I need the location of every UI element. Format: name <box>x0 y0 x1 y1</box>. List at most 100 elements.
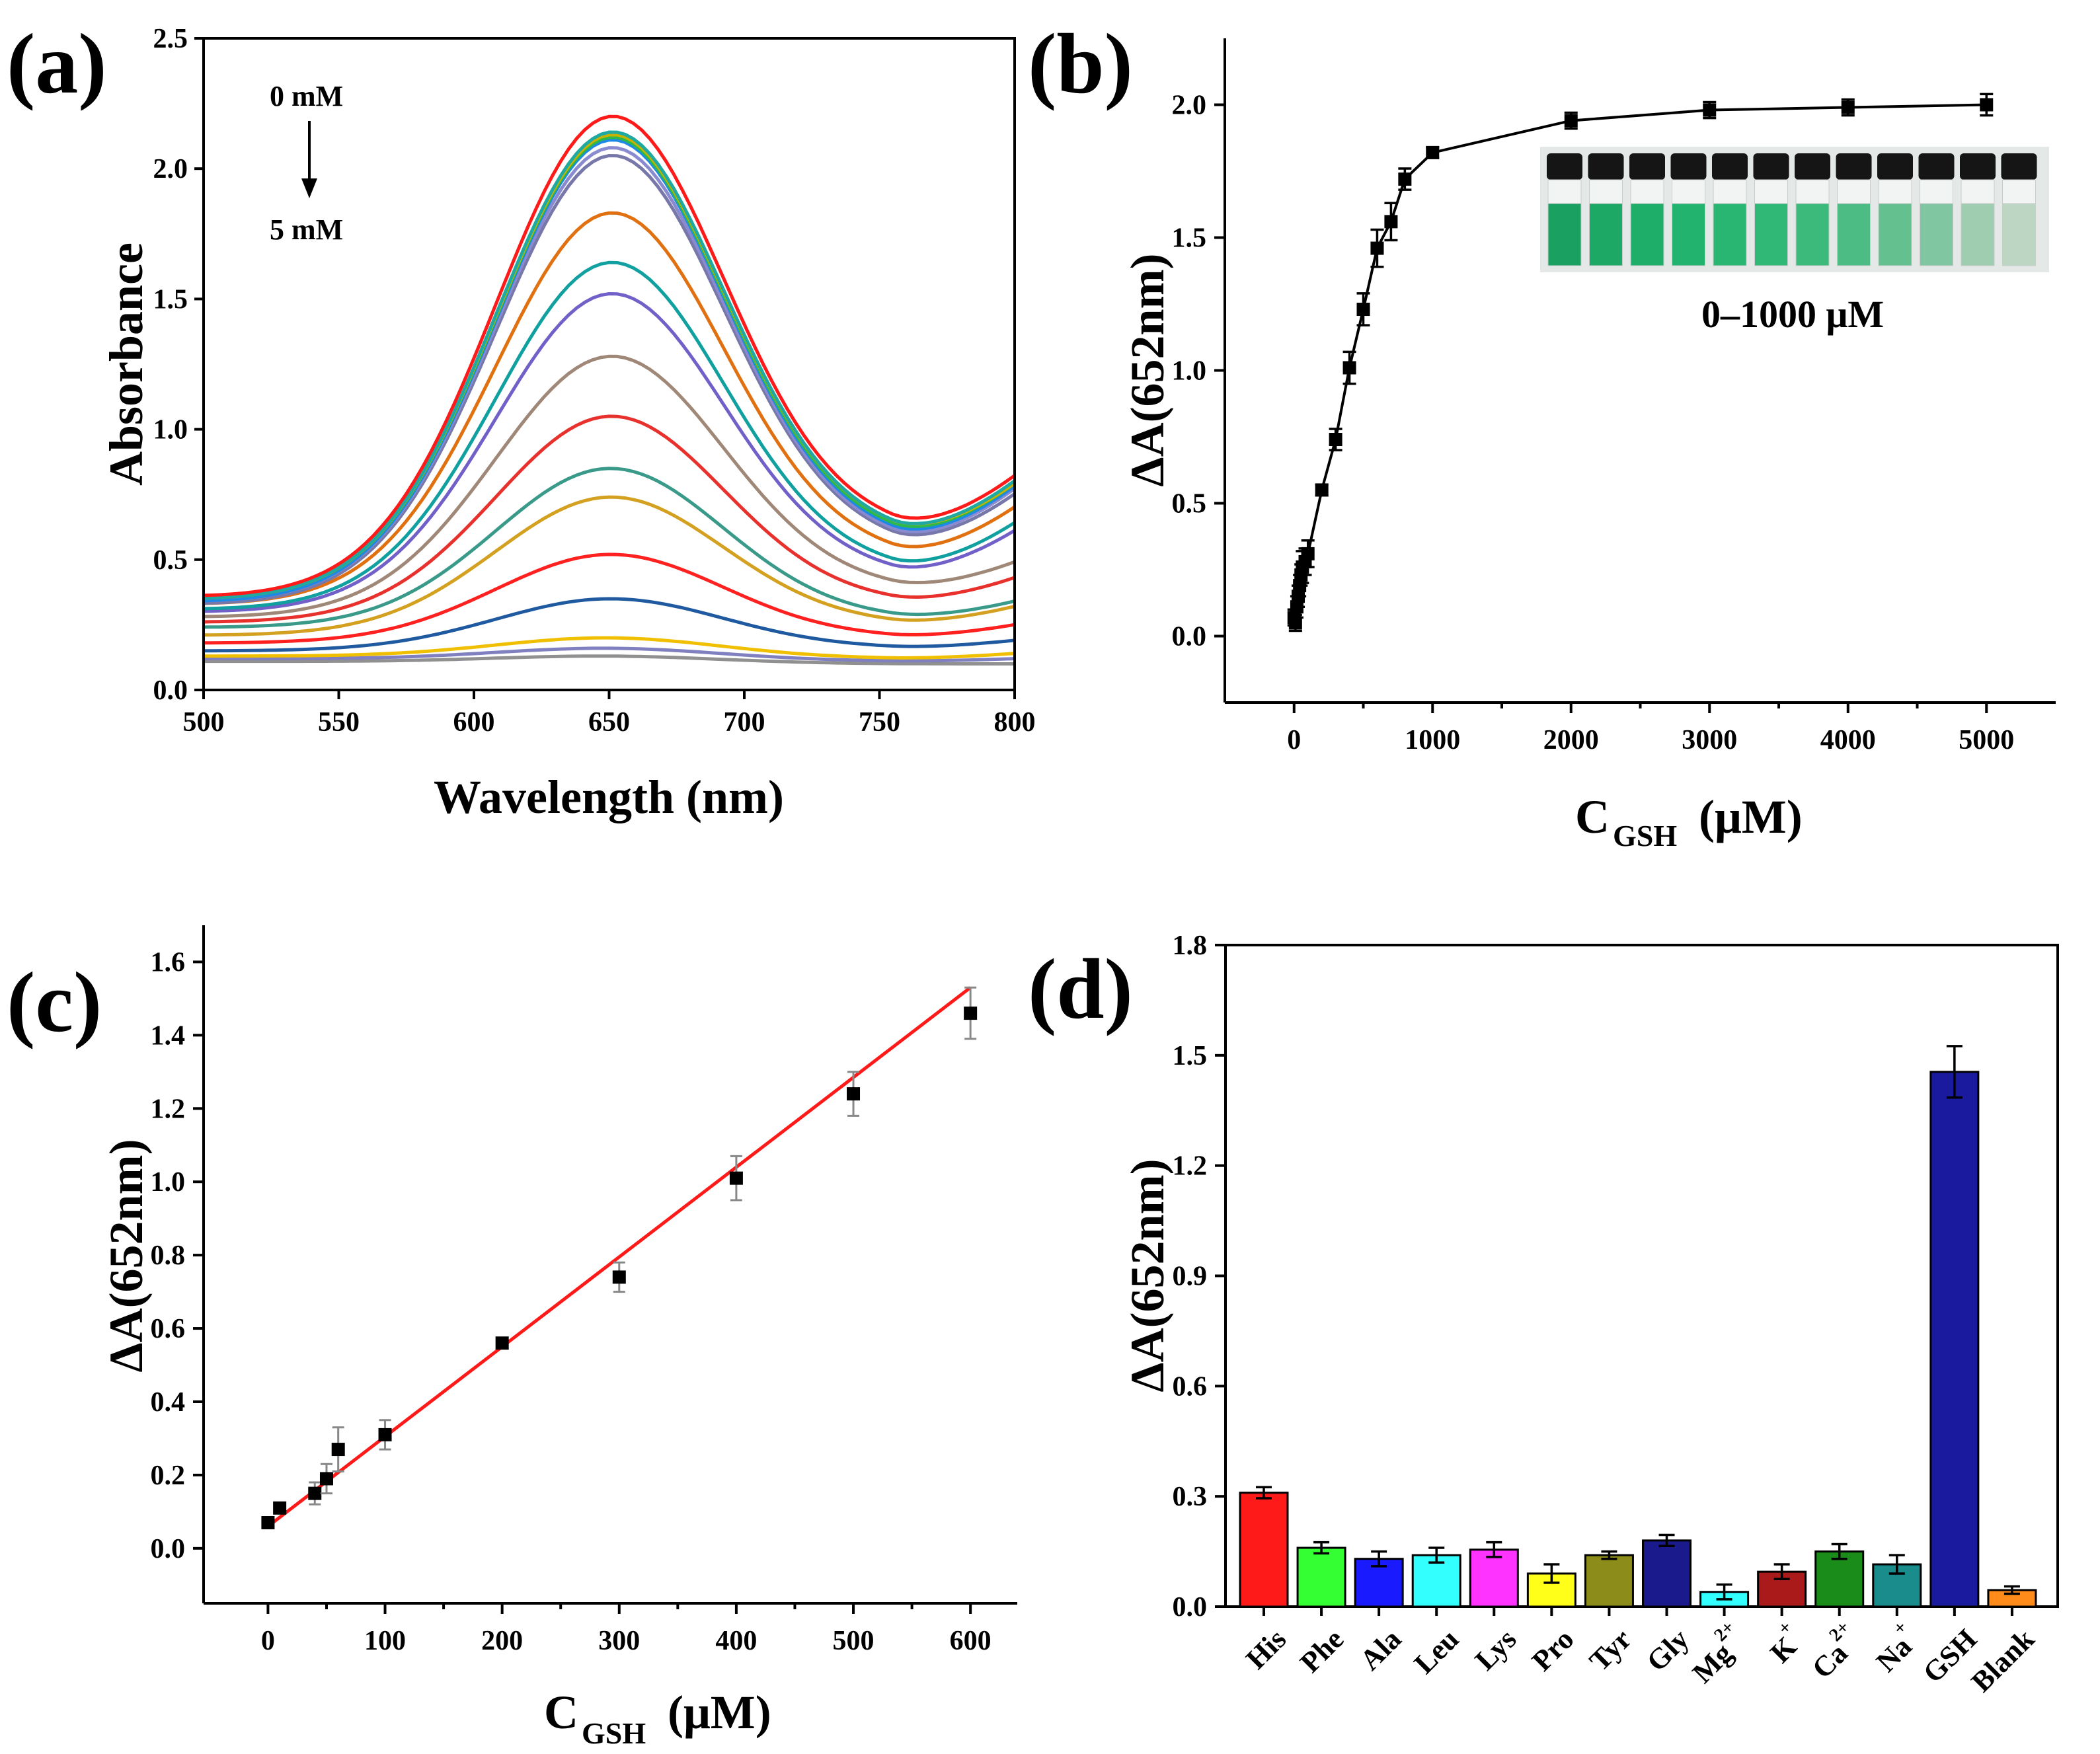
vial-cap <box>1877 153 1913 180</box>
vial-glass <box>1920 179 1953 204</box>
panel-b-ylabel: ΔA(652nm) <box>1121 253 1174 486</box>
d-bar <box>1239 1492 1289 1608</box>
d-errorbar <box>1313 1541 1330 1555</box>
spectrum-curve <box>203 211 1016 605</box>
c-ytick-label: 0.6 <box>151 1314 186 1344</box>
panel-b-xlabel-unit: (μM) <box>1699 790 1803 843</box>
d-ytick-label: 0.0 <box>1173 1592 1208 1622</box>
c-ytick-label: 0.8 <box>151 1240 186 1271</box>
a-xtick-label: 600 <box>453 707 495 738</box>
b-ytick-label: 2.0 <box>1172 91 1207 121</box>
vial-cap <box>1547 153 1582 180</box>
c-ytick-label: 0.4 <box>151 1387 186 1418</box>
c-data-point <box>612 1270 626 1284</box>
d-category-label: Ala <box>1354 1622 1407 1676</box>
spectrum-curve <box>204 597 1015 653</box>
vial-cap <box>1588 153 1624 180</box>
spectrum-curve <box>203 114 1016 597</box>
d-ytick-label: 1.2 <box>1173 1151 1208 1182</box>
d-category-superscript: 2+ <box>1825 1617 1853 1646</box>
b-xtick-label: 1000 <box>1405 725 1460 755</box>
d-category-label: Blank <box>1965 1622 2041 1698</box>
panel-c-yticks: 0.0 0.2 0.4 0.6 0.8 1.0 1.2 1.4 1.6 <box>151 947 204 1564</box>
a-xtick-label: 500 <box>183 707 225 738</box>
d-errorbar <box>1831 1543 1847 1560</box>
vial-glass <box>1713 179 1747 204</box>
panel-a-label: (a) <box>7 17 107 112</box>
panel-b-data <box>1287 93 1994 632</box>
d-bar <box>1296 1546 1346 1608</box>
a-ytick-label: 2.5 <box>153 24 188 54</box>
d-category-label: Lys <box>1469 1622 1522 1676</box>
c-xtick-label: 400 <box>715 1626 757 1656</box>
panel-d-yticks: 0.0 0.3 0.6 0.9 1.2 1.5 1.8 <box>1173 931 1225 1622</box>
vial-glass <box>1589 179 1623 204</box>
spectrum-curve <box>203 291 1016 613</box>
d-bar <box>1584 1554 1634 1608</box>
panel-b-response-curve: (b) 0 1000 2000 3000 4000 5000 0.0 0.5 1.0 1.5 2.… <box>1028 17 2056 853</box>
annotation-5mM: 5 mM <box>270 213 343 246</box>
vial-solution <box>1878 203 1912 266</box>
b-data-point <box>1342 361 1356 375</box>
d-errorbar <box>1946 1045 1963 1099</box>
a-ytick-label: 0.5 <box>153 545 188 576</box>
c-xtick-label: 300 <box>598 1626 640 1656</box>
spectrum-curve <box>203 130 1016 600</box>
d-category-label: Pro <box>1526 1622 1580 1677</box>
c-data-point <box>308 1486 322 1500</box>
c-data-point <box>729 1171 743 1185</box>
d-bar <box>1469 1548 1519 1608</box>
panel-d-ylabel: ΔA(652nm) <box>1121 1159 1174 1392</box>
panel-a-curves <box>203 114 1016 666</box>
d-errorbar <box>1371 1550 1387 1568</box>
b-data-point <box>1329 433 1342 447</box>
c-xtick-label: 500 <box>833 1626 875 1656</box>
d-category-label: Tyr <box>1583 1622 1637 1677</box>
vial-cap <box>1836 153 1872 180</box>
vial-cap <box>2001 153 2037 180</box>
vial-glass <box>2002 179 2036 204</box>
spectrum-curve <box>203 153 1016 605</box>
vial-solution <box>1713 203 1747 266</box>
vial-glass <box>1754 179 1788 204</box>
spectrum-curve <box>203 260 1016 611</box>
b-data-point <box>1398 172 1412 186</box>
panel-a-yticks: 0.0 0.5 1.0 1.5 2.0 2.5 <box>153 24 204 706</box>
d-category-label: Ca2+ <box>1800 1617 1868 1685</box>
inset-range-label: 0–1000 μM <box>1701 293 1884 336</box>
vial-solution <box>1672 203 1705 266</box>
b-data-point <box>1384 215 1398 229</box>
spectrum-curve <box>203 138 1016 603</box>
a-xtick-label: 650 <box>588 707 630 738</box>
a-ytick-label: 1.0 <box>153 415 188 445</box>
spectrum-curve <box>203 354 1015 619</box>
b-data-point <box>1564 114 1578 128</box>
vial-solution <box>1589 203 1623 266</box>
b-xtick-label: 3000 <box>1682 725 1737 755</box>
a-xtick-label: 800 <box>994 707 1036 738</box>
c-xtick-label: 200 <box>481 1626 523 1656</box>
d-category-superscript: + <box>1774 1617 1796 1639</box>
vial-glass <box>1878 179 1912 204</box>
b-xtick-label: 0 <box>1287 725 1301 755</box>
d-category-label: Na+ <box>1864 1617 1925 1679</box>
panel-b-xlabel-sub: GSH <box>1613 819 1677 853</box>
b-ytick-label: 0.0 <box>1172 622 1207 652</box>
d-ytick-label: 0.6 <box>1173 1371 1208 1402</box>
spectrum-curve <box>203 467 1015 629</box>
d-ytick-label: 1.5 <box>1173 1041 1208 1071</box>
d-errorbar <box>2003 1585 2020 1595</box>
b-data-point <box>1980 98 1994 112</box>
a-xtick-label: 750 <box>859 707 900 738</box>
d-errorbar <box>1658 1533 1675 1547</box>
d-ytick-label: 1.8 <box>1173 931 1208 961</box>
panel-c-ylabel: ΔA(652nm) <box>100 1139 153 1372</box>
d-category-label: Phe <box>1294 1622 1350 1679</box>
d-errorbar <box>1888 1554 1905 1575</box>
d-ytick-label: 0.9 <box>1173 1262 1208 1292</box>
c-xtick-label: 600 <box>950 1626 992 1656</box>
panel-a-ylabel: Absorbance <box>100 243 153 486</box>
a-ytick-label: 0.0 <box>153 675 188 706</box>
b-data-point <box>1426 145 1440 159</box>
b-xtick-label: 2000 <box>1543 725 1599 755</box>
